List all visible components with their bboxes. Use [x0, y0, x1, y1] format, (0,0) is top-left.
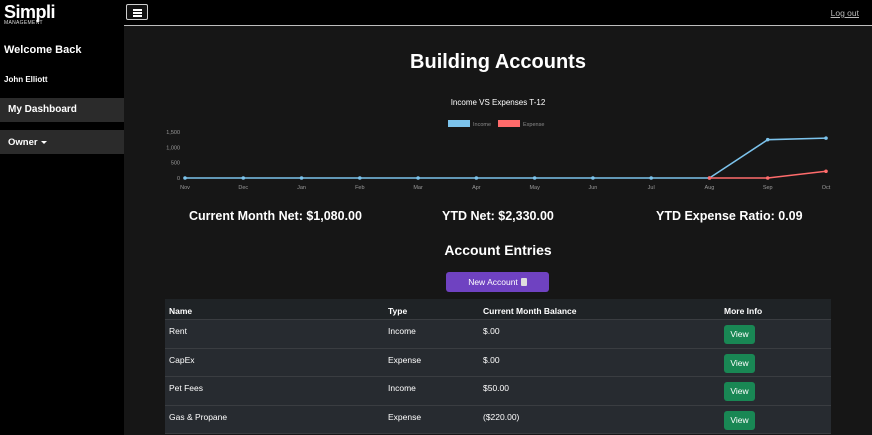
ytd-net: YTD Net: $2,330.00 [442, 209, 554, 223]
data-point-income [416, 176, 420, 180]
x-tick-label: Jun [588, 185, 597, 191]
x-tick-label: Apr [472, 185, 481, 191]
x-tick-label: Dec [238, 185, 248, 191]
data-point-income [241, 176, 246, 180]
cell-type: Income [388, 383, 416, 393]
table-row: Gas & Propane Expense ($220.00) View [165, 405, 831, 434]
cell-balance: $50.00 [483, 383, 509, 393]
chart-title: Income VS Expenses T-12 [451, 98, 546, 107]
sidebar-item-label: My Dashboard [8, 104, 77, 115]
view-button[interactable]: View [724, 325, 755, 344]
data-point-income [765, 137, 770, 142]
hamburger-icon-line [133, 15, 142, 17]
x-tick-label: Jul [648, 185, 655, 191]
document-icon [520, 278, 527, 286]
account-entries-table: Name Type Current Month Balance More Inf… [165, 299, 831, 434]
data-point-income [183, 176, 187, 180]
menu-toggle-button[interactable] [126, 4, 148, 20]
view-button[interactable]: View [724, 382, 755, 401]
column-header-name: Name [169, 306, 193, 316]
cell-name: Gas & Propane [169, 411, 228, 422]
legend-label-expense: Expense [523, 122, 544, 128]
sidebar: Simpli MANAGEMENT Welcome Back John Elli… [0, 0, 124, 435]
y-tick-label: 1,000 [166, 145, 180, 151]
data-point-expense [824, 169, 828, 174]
top-navbar: Log out [124, 0, 872, 26]
cell-name: Pet Fees [169, 383, 204, 393]
data-point-income [299, 176, 304, 180]
sidebar-item-owner-dropdown[interactable]: Owner [0, 130, 124, 154]
view-button[interactable]: View [724, 410, 755, 430]
cell-name: CapEx [169, 354, 195, 365]
legend-swatch-income [448, 120, 470, 127]
account-entries-heading: Account Entries [444, 242, 552, 258]
legend-label-income: Income [473, 122, 491, 128]
x-tick-label: Aug [705, 185, 715, 191]
column-header-type: Type [388, 306, 408, 316]
data-point-income [532, 176, 537, 180]
y-tick-label: 500 [171, 161, 180, 167]
hamburger-icon-line [133, 12, 142, 14]
x-tick-label: Nov [180, 185, 190, 191]
caret-down-icon [40, 140, 47, 144]
table-row: CapEx Expense $.00 View [165, 348, 831, 377]
x-tick-label: Mar [413, 185, 423, 191]
data-point-expense [707, 176, 712, 180]
logout-link[interactable]: Log out [830, 8, 859, 18]
app-logo[interactable]: Simpli MANAGEMENT [4, 3, 64, 27]
sidebar-item-label: Owner [8, 137, 38, 148]
data-point-income [474, 176, 479, 180]
welcome-heading: Welcome Back [4, 44, 82, 56]
user-name: John Elliott [4, 75, 48, 84]
cell-type: Expense [388, 354, 422, 365]
ytd-expense-ratio: YTD Expense Ratio: 0.09 [656, 209, 803, 223]
data-point-income [591, 176, 595, 180]
x-tick-label: Jan [297, 185, 306, 191]
view-button[interactable]: View [724, 353, 755, 373]
new-account-label: New Account [468, 277, 518, 287]
x-tick-label: Sep [763, 185, 773, 191]
x-tick-label: Oct [822, 185, 831, 191]
data-point-expense [765, 176, 770, 180]
logo-text: Simpli [4, 2, 56, 22]
x-tick-label: Feb [355, 185, 364, 191]
x-tick-label: May [529, 185, 540, 191]
y-tick-label: 0 [177, 176, 180, 182]
current-month-net: Current Month Net: $1,080.00 [189, 209, 362, 223]
cell-name: Rent [169, 326, 187, 336]
column-header-more-info: More Info [724, 306, 763, 316]
table-row: Pet Fees Income $50.00 View [165, 377, 831, 406]
y-tick-label: 1,500 [166, 130, 180, 136]
table-header-row: Name Type Current Month Balance More Inf… [165, 299, 831, 320]
cell-balance: $.00 [483, 326, 500, 336]
data-point-income [358, 176, 362, 180]
data-point-income [824, 136, 828, 140]
cell-balance: $.00 [483, 354, 500, 365]
column-header-balance: Current Month Balance [483, 306, 577, 316]
income-expense-chart: Income VS Expenses T-12 Income Expense 1,50… [166, 98, 831, 191]
table-row: Rent Income $.00 View [165, 320, 831, 349]
data-point-income [649, 176, 653, 180]
cell-type: Income [388, 326, 416, 336]
hamburger-icon [133, 9, 142, 11]
cell-type: Expense [388, 411, 422, 422]
logo-subtext: MANAGEMENT [4, 20, 43, 26]
sidebar-item-my-dashboard[interactable]: My Dashboard [0, 98, 124, 122]
cell-balance: ($220.00) [483, 411, 520, 422]
new-account-button[interactable]: New Account [446, 272, 549, 292]
series-line-income [185, 137, 827, 179]
page-title: Building Accounts [410, 51, 586, 73]
legend-swatch-expense [498, 120, 520, 127]
